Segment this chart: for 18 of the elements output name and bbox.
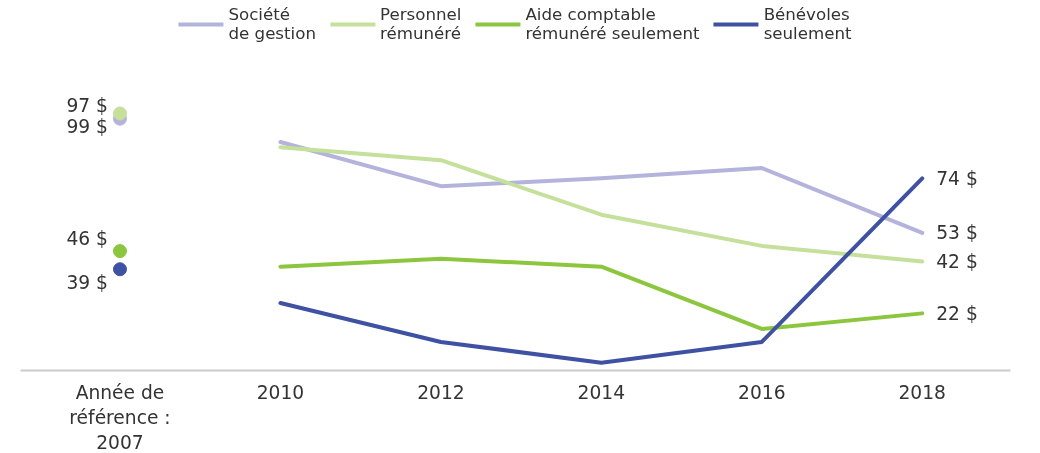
- x-tick-label: 2018: [898, 381, 946, 403]
- x-tick-label: 2012: [417, 381, 465, 403]
- legend-label: Aide comptable rémunéré seulement: [525, 5, 700, 43]
- x-tick-label: Année de référence : 2007: [69, 381, 171, 453]
- x-tick-label: 2010: [256, 381, 305, 403]
- data-label: 39 $: [66, 271, 108, 293]
- data-label: 74 $: [936, 167, 978, 189]
- legend-label: Personnel rémunéré: [379, 5, 462, 43]
- data-label: 97 $: [66, 95, 108, 117]
- data-label: 42 $: [936, 250, 978, 272]
- x-tick-label: 2014: [577, 381, 626, 403]
- x-tick-label: 2016: [738, 381, 786, 403]
- legend-label: Société de gestion: [228, 5, 316, 43]
- data-label: 99 $: [66, 115, 108, 137]
- data-label: 53 $: [936, 222, 978, 244]
- data-label: 22 $: [936, 302, 978, 324]
- data-label: 46 $: [66, 227, 108, 249]
- legend-label: Bénévoles seulement: [763, 5, 852, 43]
